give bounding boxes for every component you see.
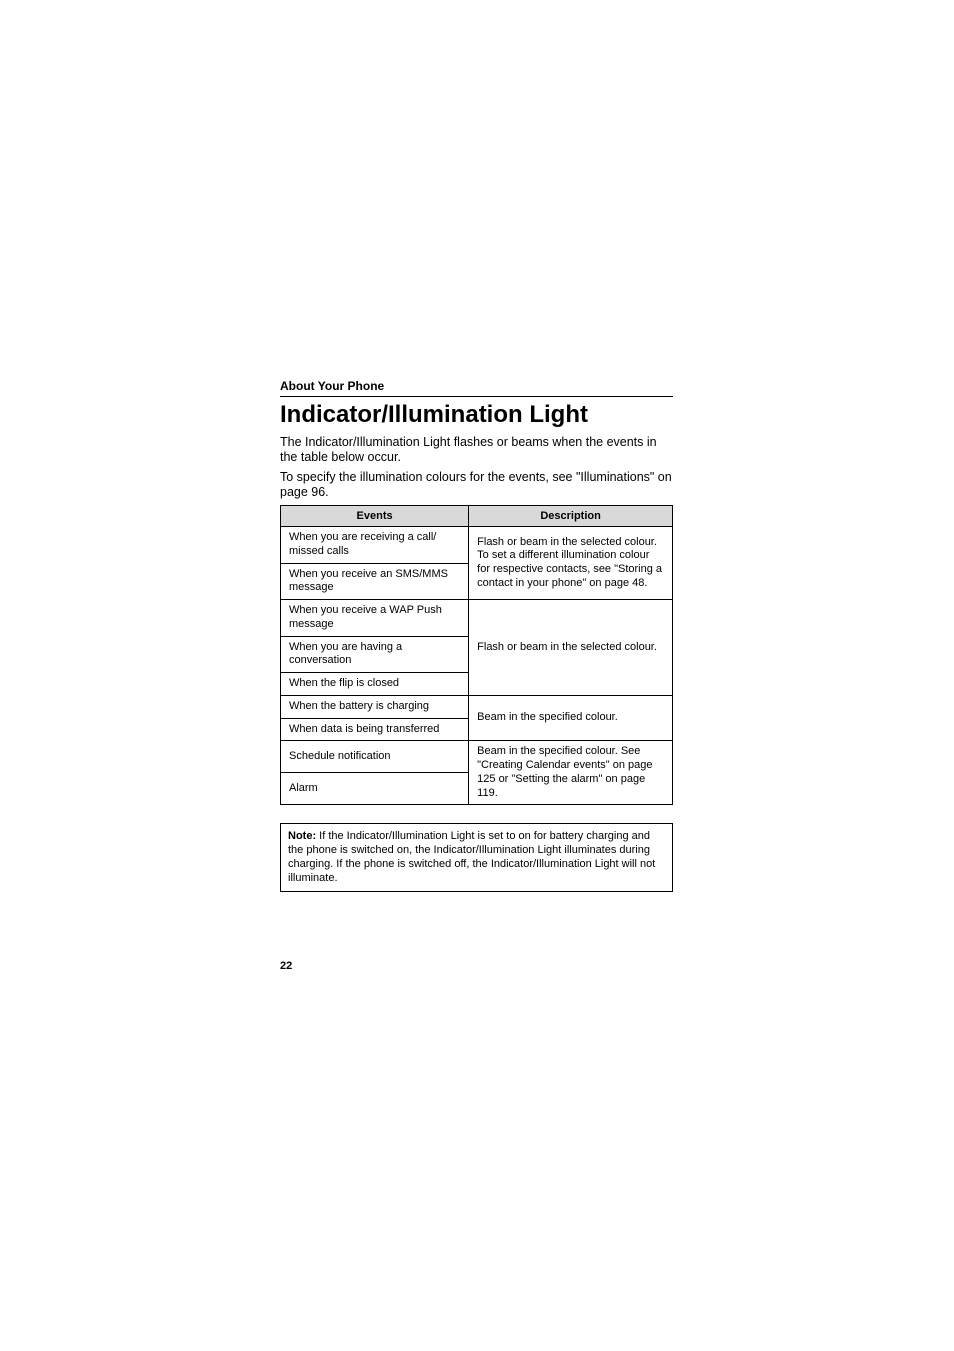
event-cell: When you are having a conversation [281,636,469,673]
intro-paragraph-2: To specify the illumination colours for … [280,470,673,501]
note-box: Note: If the Indicator/Illumination Ligh… [280,823,673,892]
table-row: When you are receiving a call/ missed ca… [281,527,673,564]
page-title: Indicator/Illumination Light [280,401,673,429]
note-text: If the Indicator/Illumination Light is s… [288,830,655,883]
note-label: Note: [288,830,316,842]
description-cell: Beam in the specified colour. See "Creat… [469,741,673,805]
col-header-description: Description [469,506,673,527]
events-table: Events Description When you are receivin… [280,505,673,805]
event-cell: Alarm [281,773,469,805]
event-cell: Schedule notification [281,741,469,773]
event-cell: When the battery is charging [281,695,469,718]
col-header-events: Events [281,506,469,527]
event-cell: When you receive a WAP Push message [281,600,469,637]
description-cell: Beam in the specified colour. [469,695,673,741]
document-page: About Your Phone Indicator/Illumination … [0,0,954,892]
section-label: About Your Phone [280,379,673,397]
table-row: Schedule notification Beam in the specif… [281,741,673,773]
page-number: 22 [280,960,292,972]
event-cell: When the flip is closed [281,673,469,696]
intro-paragraph-1: The Indicator/Illumination Light flashes… [280,435,673,466]
description-cell: Flash or beam in the selected colour. [469,600,673,696]
event-cell: When you are receiving a call/ missed ca… [281,527,469,564]
table-row: When you receive a WAP Push message Flas… [281,600,673,637]
event-cell: When you receive an SMS/MMS message [281,563,469,600]
table-header-row: Events Description [281,506,673,527]
content-block: About Your Phone Indicator/Illumination … [280,379,673,892]
description-cell: Flash or beam in the selected colour. To… [469,527,673,600]
event-cell: When data is being transferred [281,718,469,741]
table-row: When the battery is charging Beam in the… [281,695,673,718]
